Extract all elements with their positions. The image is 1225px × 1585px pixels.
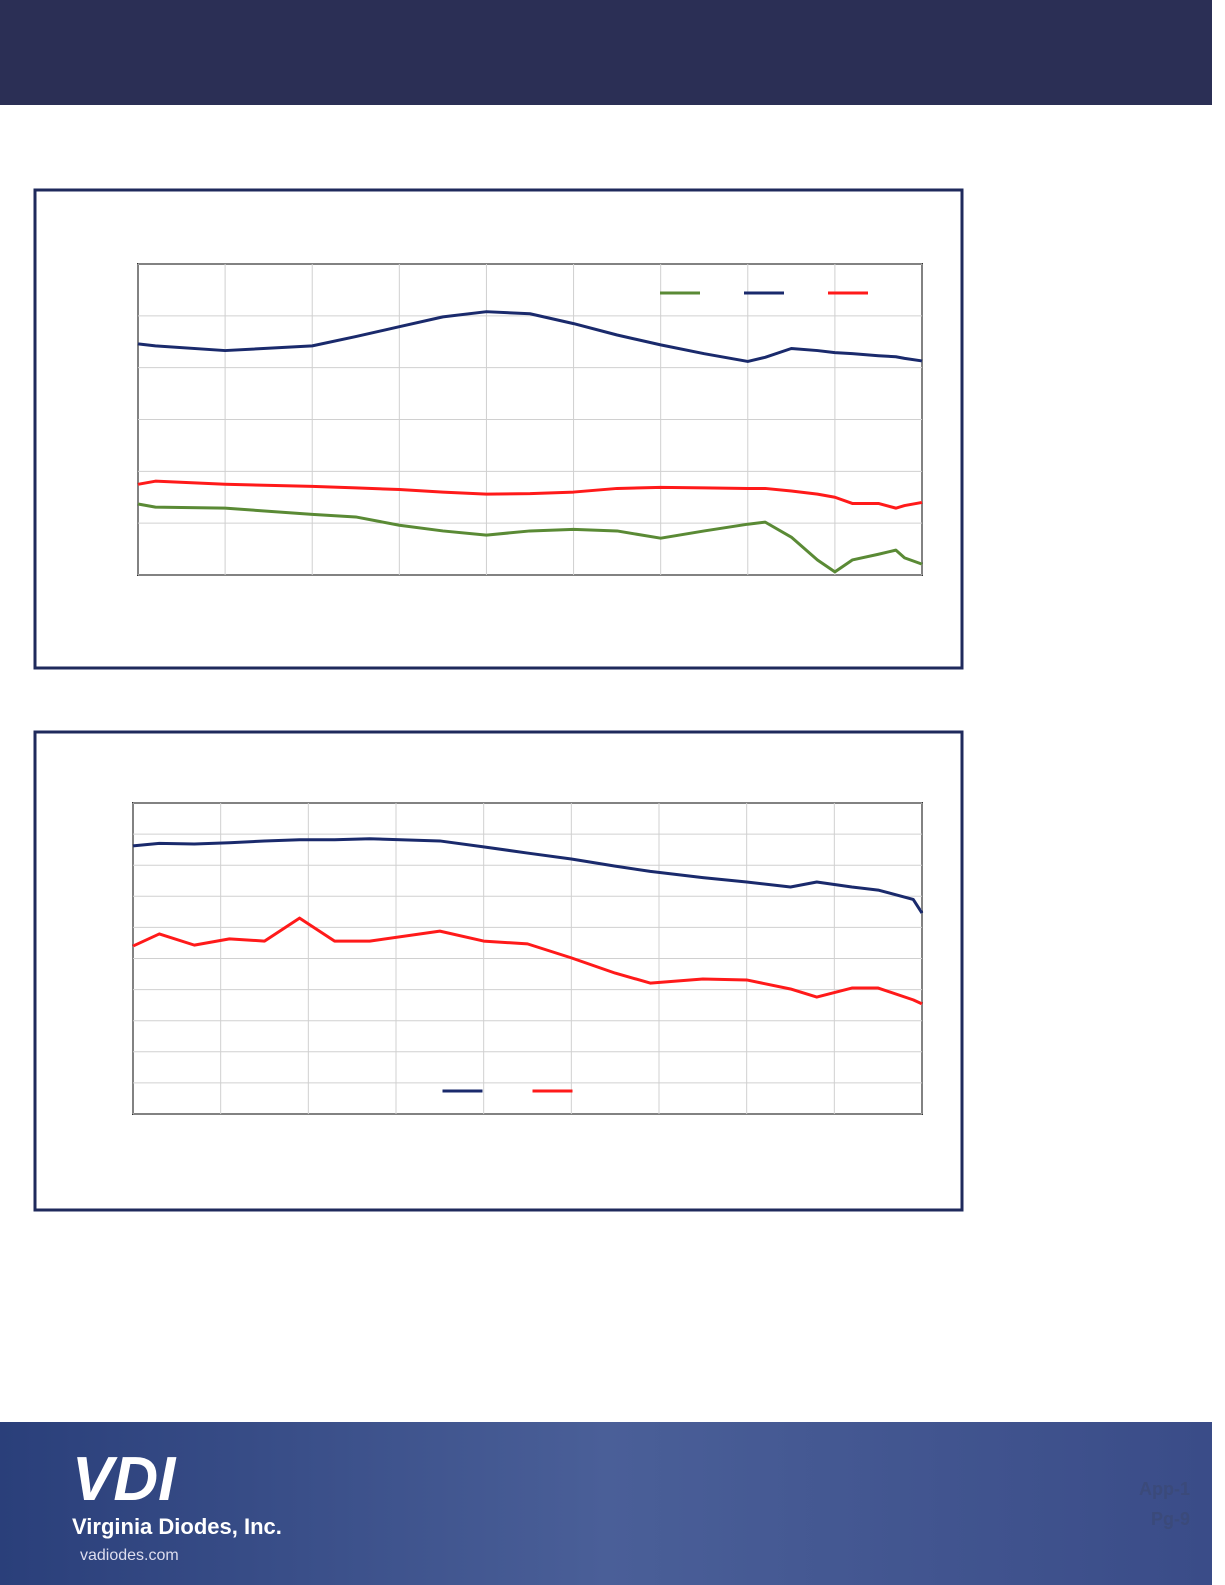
company-name: Virginia Diodes, Inc. — [72, 1514, 282, 1539]
page-label: Pg-9 — [1151, 1509, 1190, 1529]
data-line — [137, 502, 923, 574]
data-line — [132, 916, 923, 1006]
appendix-label: App-1 — [1139, 1479, 1190, 1499]
chart-frame — [33, 188, 964, 670]
chart-frame — [33, 730, 964, 1212]
data-line — [137, 310, 923, 363]
data-line — [137, 479, 923, 510]
website: vadiodes.com — [80, 1547, 179, 1564]
header-bar — [0, 0, 1212, 105]
footer-bar — [0, 1422, 1212, 1585]
data-line — [132, 837, 924, 914]
logo: VDI — [72, 1445, 177, 1514]
